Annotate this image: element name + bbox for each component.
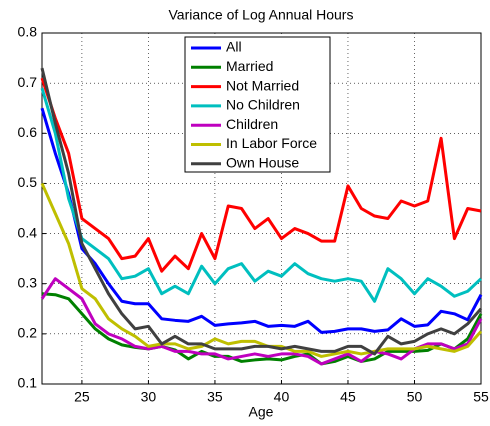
y-tick-label: 0.6: [18, 124, 38, 140]
y-tick-label: 0.1: [18, 375, 38, 391]
legend-label: In Labor Force: [226, 135, 317, 151]
data-line: [40, 87, 483, 303]
y-tick-label: 0.7: [18, 74, 38, 90]
y-tick-label: 0.2: [18, 325, 38, 341]
x-tick-label: 50: [407, 389, 423, 405]
legend-label: Children: [226, 116, 278, 132]
y-tick-label: 0.8: [18, 24, 38, 40]
data-line: [40, 277, 483, 366]
x-axis-label: Age: [249, 404, 274, 420]
x-tick-label: 30: [141, 389, 157, 405]
legend-label: Married: [226, 58, 273, 74]
legend-label: All: [226, 39, 242, 55]
x-tick-label: 25: [74, 389, 90, 405]
legend-label: Own House: [226, 155, 299, 171]
legend-label: No Children: [226, 97, 300, 113]
data-line: [40, 67, 483, 356]
data-line: [40, 182, 483, 358]
x-tick-label: 35: [207, 389, 223, 405]
legend: All Married Not Married No Children Children…: [184, 36, 331, 173]
x-tick-label: 40: [274, 389, 290, 405]
chart-title: Variance of Log Annual Hours: [169, 7, 354, 23]
y-tick-label: 0.4: [18, 224, 38, 240]
x-tick-label: 45: [340, 389, 356, 405]
x-tick-label: 55: [473, 389, 489, 405]
y-tick-label: 0.3: [18, 274, 38, 290]
y-tick-label: 0.5: [18, 174, 38, 190]
data-line: [40, 107, 483, 334]
plot-frame: [41, 32, 482, 385]
legend-label: Not Married: [226, 77, 299, 93]
data-line: [40, 77, 482, 273]
data-line: [41, 292, 483, 366]
